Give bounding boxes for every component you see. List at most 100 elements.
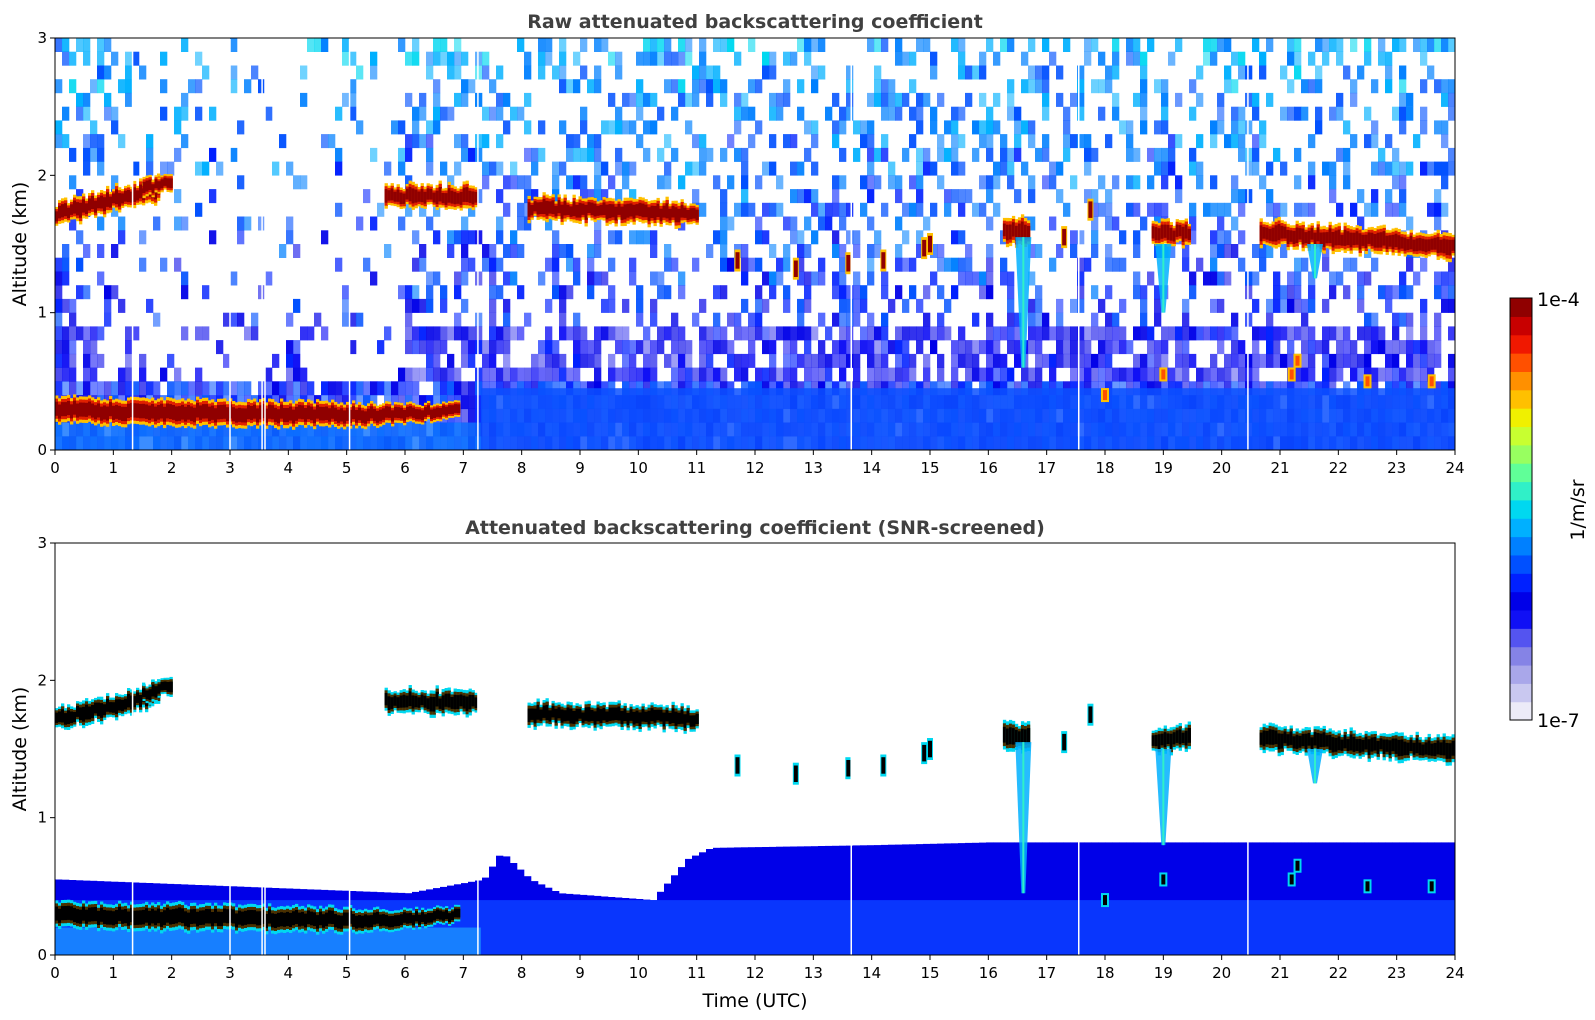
aerosol-column — [1420, 900, 1428, 955]
noise-cell — [1343, 120, 1351, 135]
cloud-layer-segment — [82, 706, 86, 722]
noise-cell — [167, 353, 175, 368]
aerosol-column — [1070, 842, 1078, 955]
noise-cell — [1063, 38, 1071, 52]
cloud-layer-segment — [1157, 228, 1161, 241]
boundary-layer-segment — [112, 405, 116, 420]
noise-cell — [433, 353, 441, 368]
noise-cell — [1077, 92, 1085, 107]
boundary-layer-segment — [199, 910, 203, 925]
noise-cell — [804, 147, 812, 162]
noise-cell — [496, 367, 504, 382]
cloud-layer-segment — [1304, 232, 1308, 244]
noise-cell — [755, 175, 763, 190]
cloud-layer-segment — [635, 204, 639, 216]
noise-cell — [1350, 202, 1358, 217]
cloud-layer-segment — [468, 190, 472, 203]
noise-cell — [55, 271, 63, 286]
noise-cell — [433, 51, 441, 66]
aerosol-column — [923, 900, 931, 955]
noise-cell — [1210, 271, 1218, 286]
boundary-layer-segment — [127, 403, 131, 418]
noise-cell — [958, 51, 966, 66]
noise-cell — [97, 161, 105, 176]
noise-cell — [139, 367, 147, 382]
noise-cell — [111, 51, 119, 66]
noise-cell — [916, 147, 924, 162]
noise-cell — [1448, 106, 1455, 121]
noise-cell — [1252, 340, 1260, 355]
noise-cell — [867, 189, 875, 204]
boundary-layer-segment — [340, 408, 344, 422]
noise-cell — [195, 367, 203, 382]
noise-cell — [1175, 38, 1183, 52]
boundary-layer-segment — [349, 910, 353, 924]
aerosol-column — [755, 900, 763, 955]
noise-cell — [1070, 367, 1078, 382]
aerosol-column — [1000, 900, 1008, 955]
noise-cell — [461, 244, 469, 258]
noise-cell — [461, 298, 469, 313]
top-heatmap — [55, 38, 1455, 450]
noise-cell — [1077, 340, 1085, 355]
noise-cell — [643, 367, 651, 382]
noise-cell — [706, 244, 714, 258]
noise-cell — [300, 326, 308, 341]
noise-cell — [573, 51, 581, 66]
aerosol-column — [1189, 900, 1197, 955]
noise-cell — [1112, 51, 1120, 66]
aerosol-column — [629, 900, 637, 955]
cloud-layer-segment — [1415, 238, 1419, 252]
noise-cell — [1070, 230, 1078, 245]
noise-cell — [1259, 257, 1267, 272]
noise-cell — [594, 340, 602, 355]
x-tick-label: 13 — [804, 459, 823, 477]
noise-cell — [76, 381, 84, 396]
noise-cell — [587, 79, 595, 94]
noise-cell — [559, 65, 567, 80]
noise-cell — [944, 147, 952, 162]
cloud-layer-segment — [614, 206, 618, 221]
noise-cell — [1371, 189, 1379, 204]
aerosol-column — [1322, 900, 1330, 955]
noise-cell — [489, 106, 497, 121]
boundary-layer-segment — [361, 410, 365, 423]
noise-cell — [615, 189, 623, 204]
noise-cell — [874, 244, 882, 258]
cloud-layer-segment — [671, 205, 675, 218]
noise-cell — [790, 161, 798, 176]
noise-cell — [433, 381, 441, 396]
noise-cell — [902, 92, 910, 107]
noise-cell — [1021, 120, 1029, 135]
noise-cell — [265, 367, 273, 382]
noise-cell — [482, 257, 490, 272]
noise-cell — [1434, 312, 1442, 327]
noise-cell — [1364, 353, 1372, 368]
noise-cell — [1014, 312, 1022, 327]
noise-cell — [454, 161, 462, 176]
cloud-layer-segment — [106, 192, 110, 207]
cloud-patch — [928, 235, 932, 253]
noise-cell — [279, 244, 287, 258]
cloud-layer-segment — [641, 203, 645, 218]
cloud-layer-segment — [82, 199, 86, 213]
noise-cell — [1448, 161, 1455, 176]
noise-cell — [524, 65, 532, 80]
noise-cell — [1154, 79, 1162, 94]
noise-cell — [636, 340, 644, 355]
aerosol-column — [1203, 900, 1211, 955]
noise-cell — [1441, 285, 1449, 300]
noise-cell — [580, 175, 588, 190]
noise-cell — [1175, 189, 1183, 204]
noise-cell — [1077, 65, 1085, 80]
cloud-layer-segment — [1316, 227, 1320, 242]
noise-cell — [398, 381, 406, 396]
aerosol-column — [1427, 842, 1435, 955]
noise-cell — [1070, 92, 1078, 107]
noise-cell — [685, 340, 693, 355]
noise-cell — [1091, 326, 1099, 341]
noise-cell — [734, 51, 742, 66]
noise-cell — [720, 285, 728, 300]
noise-cell — [1280, 202, 1288, 217]
boundary-layer-segment — [118, 906, 122, 921]
